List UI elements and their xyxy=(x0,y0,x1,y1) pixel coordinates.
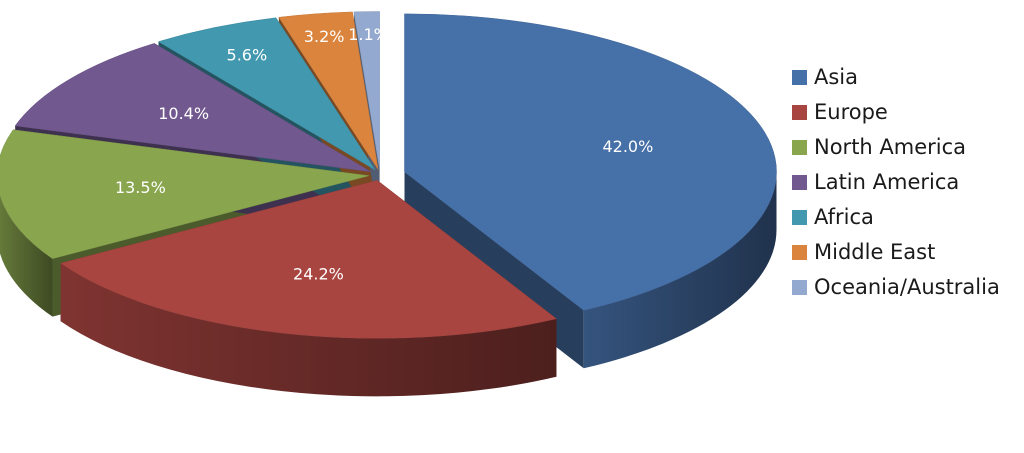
data-label-latin-america: 10.4% xyxy=(158,104,209,123)
legend-label-africa: Africa xyxy=(814,205,874,229)
data-label-africa: 5.6% xyxy=(227,46,268,65)
data-label-middle-east: 3.2% xyxy=(304,27,345,46)
data-label-oceania-australia: 1.1% xyxy=(348,25,389,44)
slice-middle-east xyxy=(278,11,379,170)
legend-label-asia: Asia xyxy=(814,65,858,89)
legend-label-europe: Europe xyxy=(814,100,888,124)
slice-africa xyxy=(157,17,376,171)
data-labels: 42.0% 24.2% 13.5% 10.4% 5.6% 3.2% 1.1% xyxy=(115,25,653,283)
slice-europe xyxy=(60,180,557,339)
legend-swatch-europe xyxy=(792,105,807,120)
legend: Asia Europe North America Latin America Afri… xyxy=(792,65,1000,299)
legend-label-middle-east: Middle East xyxy=(814,240,935,264)
legend-swatch-africa xyxy=(792,210,807,225)
data-label-north-america: 13.5% xyxy=(115,178,166,197)
slice-side-north-america xyxy=(0,195,53,317)
legend-swatch-north-america xyxy=(792,140,807,155)
slice-tops xyxy=(0,11,777,339)
slice-side-europe xyxy=(60,263,557,397)
legend-swatch-oceania-australia xyxy=(792,280,807,295)
legend-swatch-asia xyxy=(792,70,807,85)
legend-swatch-middle-east xyxy=(792,245,807,260)
slice-oceania-australia xyxy=(353,11,380,170)
data-label-europe: 24.2% xyxy=(293,265,344,284)
legend-swatch-latin-america xyxy=(792,175,807,190)
slice-side-asia xyxy=(583,171,777,369)
slice-latin-america xyxy=(14,43,372,173)
legend-label-latin-america: Latin America xyxy=(814,170,959,194)
slice-asia xyxy=(404,13,777,311)
legend-label-north-america: North America xyxy=(814,135,966,159)
legend-label-oceania-australia: Oceania/Australia xyxy=(814,275,1000,299)
slice-north-america xyxy=(0,129,370,259)
data-label-asia: 42.0% xyxy=(602,137,653,156)
